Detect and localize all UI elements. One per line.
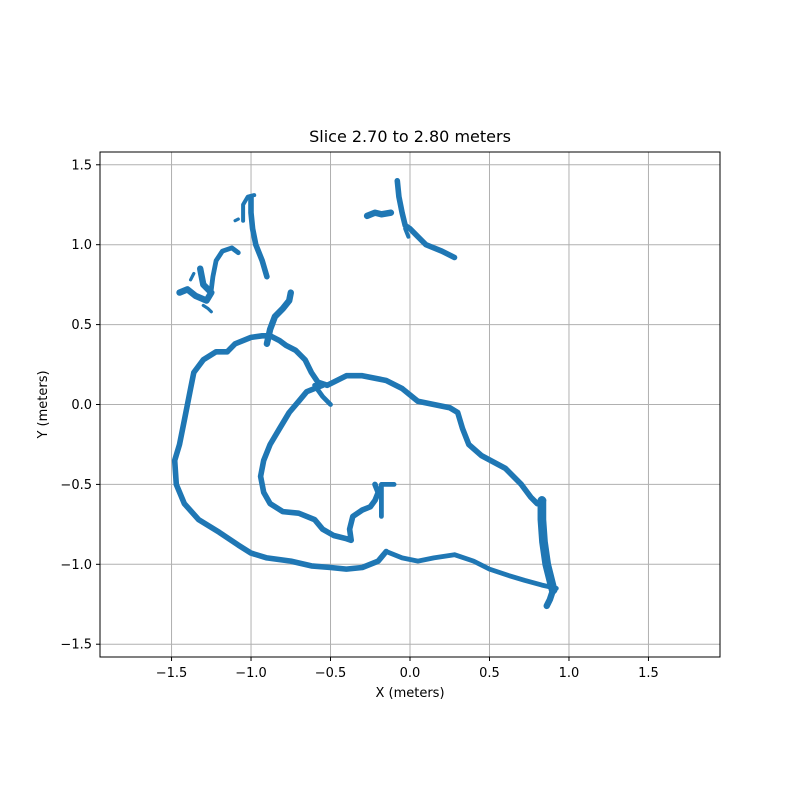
point-cloud-segment <box>379 482 397 519</box>
y-tick-label: −0.5 <box>60 478 92 493</box>
y-tick-label: −1.0 <box>60 558 92 573</box>
grid-lines <box>100 152 720 657</box>
point-cloud-segment <box>263 289 294 347</box>
point-cloud-segment <box>403 226 411 239</box>
x-tick-label: −1.5 <box>156 666 188 681</box>
x-tick-label: −1.0 <box>235 666 267 681</box>
point-cloud-segment <box>208 245 241 292</box>
point-cloud-segment <box>176 265 215 304</box>
y-tick-label: 1.0 <box>71 238 92 253</box>
x-ticks: −1.5 −1.0 −0.5 0.0 0.5 1.0 1.5 <box>156 657 659 681</box>
point-cloud-segment <box>171 349 389 572</box>
plot-series <box>171 178 559 610</box>
point-cloud-segment <box>233 217 240 223</box>
y-ticks: −1.5 −1.0 −0.5 0.0 0.5 1.0 1.5 <box>60 158 100 653</box>
x-tick-label: 1.5 <box>638 666 659 681</box>
x-axis-label: X (meters) <box>375 686 444 701</box>
point-cloud-segment <box>543 586 557 610</box>
point-cloud-segment <box>363 209 395 220</box>
point-cloud-segment <box>201 303 213 314</box>
y-tick-label: 1.5 <box>71 158 92 173</box>
chart-title: Slice 2.70 to 2.80 meters <box>309 127 511 146</box>
point-cloud-segment <box>257 382 381 544</box>
point-cloud-segment <box>241 193 257 223</box>
point-cloud-segment <box>224 333 547 507</box>
x-tick-label: −0.5 <box>315 666 347 681</box>
point-cloud-segment <box>383 549 559 591</box>
y-tick-label: 0.0 <box>71 398 92 413</box>
point-cloud-segment <box>537 496 558 595</box>
y-axis-label: Y (meters) <box>36 370 51 439</box>
y-tick-label: −1.5 <box>60 638 92 653</box>
x-tick-label: 0.5 <box>479 666 500 681</box>
point-cloud-segment <box>312 382 333 407</box>
point-cloud-segment <box>189 271 196 282</box>
x-tick-label: 1.0 <box>559 666 580 681</box>
x-tick-label: 0.0 <box>400 666 421 681</box>
point-cloud-segment <box>394 178 458 261</box>
y-tick-label: 0.5 <box>71 318 92 333</box>
point-cloud-segment <box>248 193 270 280</box>
